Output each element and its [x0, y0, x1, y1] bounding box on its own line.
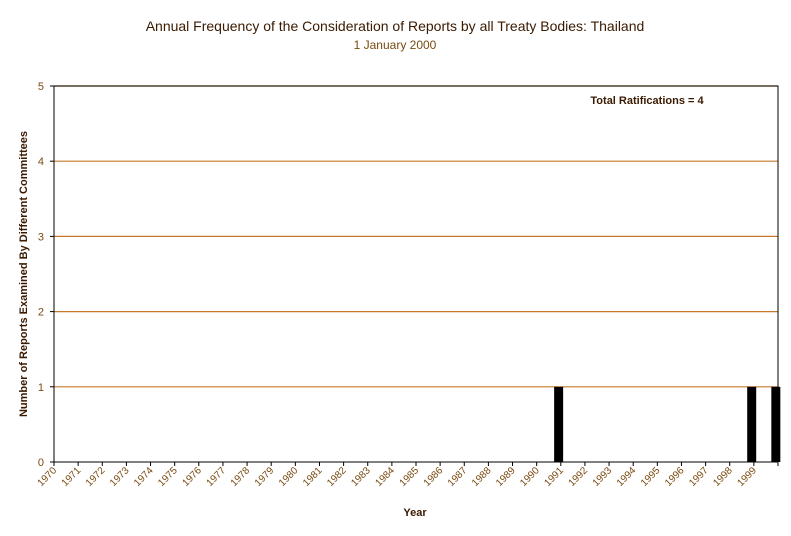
x-tick-label: 1973 [108, 465, 132, 489]
x-tick-label: 1976 [180, 465, 204, 489]
y-tick-label: 1 [38, 382, 44, 394]
x-tick-label: 1993 [591, 465, 615, 489]
x-tick-label: 1971 [60, 465, 84, 489]
axes [50, 85, 779, 466]
y-axis-label: Number of Reports Examined By Different … [18, 131, 30, 417]
x-tick-label: 1980 [277, 465, 301, 489]
x-tick-label: 1991 [542, 465, 566, 489]
bar-1999 [771, 386, 781, 462]
x-tick-label: 1996 [663, 465, 687, 489]
x-tick-label: 1998 [711, 465, 735, 489]
x-tick-label: 1981 [301, 465, 325, 489]
gridlines [54, 85, 778, 388]
x-tick-labels: 1970 1971 1972 1973 1974 1975 1976 1977 1978 1979… [36, 465, 760, 489]
x-tick-label: 1997 [687, 465, 711, 489]
x-tick-label: 1995 [639, 465, 663, 489]
x-tick-label: 1984 [373, 465, 397, 489]
y-tick-label: 0 [38, 457, 44, 469]
bars [554, 386, 781, 462]
x-tick-label: 1992 [567, 465, 591, 489]
y-tick-label: 5 [38, 81, 44, 93]
total-ratifications-annotation: Total Ratifications = 4 [590, 95, 704, 107]
x-tick-label: 1979 [253, 465, 277, 489]
x-tick-label: 1990 [518, 465, 542, 489]
x-tick-label: 1978 [229, 465, 253, 489]
x-tick-label: 1983 [349, 465, 373, 489]
x-tick-label: 1989 [494, 465, 518, 489]
plot-frame [53, 85, 779, 463]
x-tick-label: 1988 [470, 465, 494, 489]
y-tick-label: 2 [38, 307, 44, 319]
x-tick-label: 1977 [205, 465, 229, 489]
chart-subtitle: 1 January 2000 [354, 38, 437, 52]
x-axis-label: Year [403, 507, 427, 519]
x-tick-label: 1994 [615, 465, 639, 489]
x-tick-label: 1974 [132, 465, 156, 489]
y-tick-labels: 0 1 2 3 4 5 [38, 81, 44, 469]
y-tick-label: 4 [38, 156, 44, 168]
y-tick-label: 3 [38, 231, 44, 243]
x-tick-label: 1975 [156, 465, 180, 489]
x-tick-label: 1972 [84, 465, 108, 489]
x-tick-label: 1987 [446, 465, 470, 489]
x-tick-label: 1999 [735, 465, 759, 489]
x-tick-label: 1986 [422, 465, 446, 489]
x-tick-label: 1985 [398, 465, 422, 489]
bar-1998 [747, 386, 757, 462]
bar-1990 [554, 386, 564, 462]
x-tick-label: 1982 [325, 465, 349, 489]
chart-title: Annual Frequency of the Consideration of… [146, 18, 645, 34]
